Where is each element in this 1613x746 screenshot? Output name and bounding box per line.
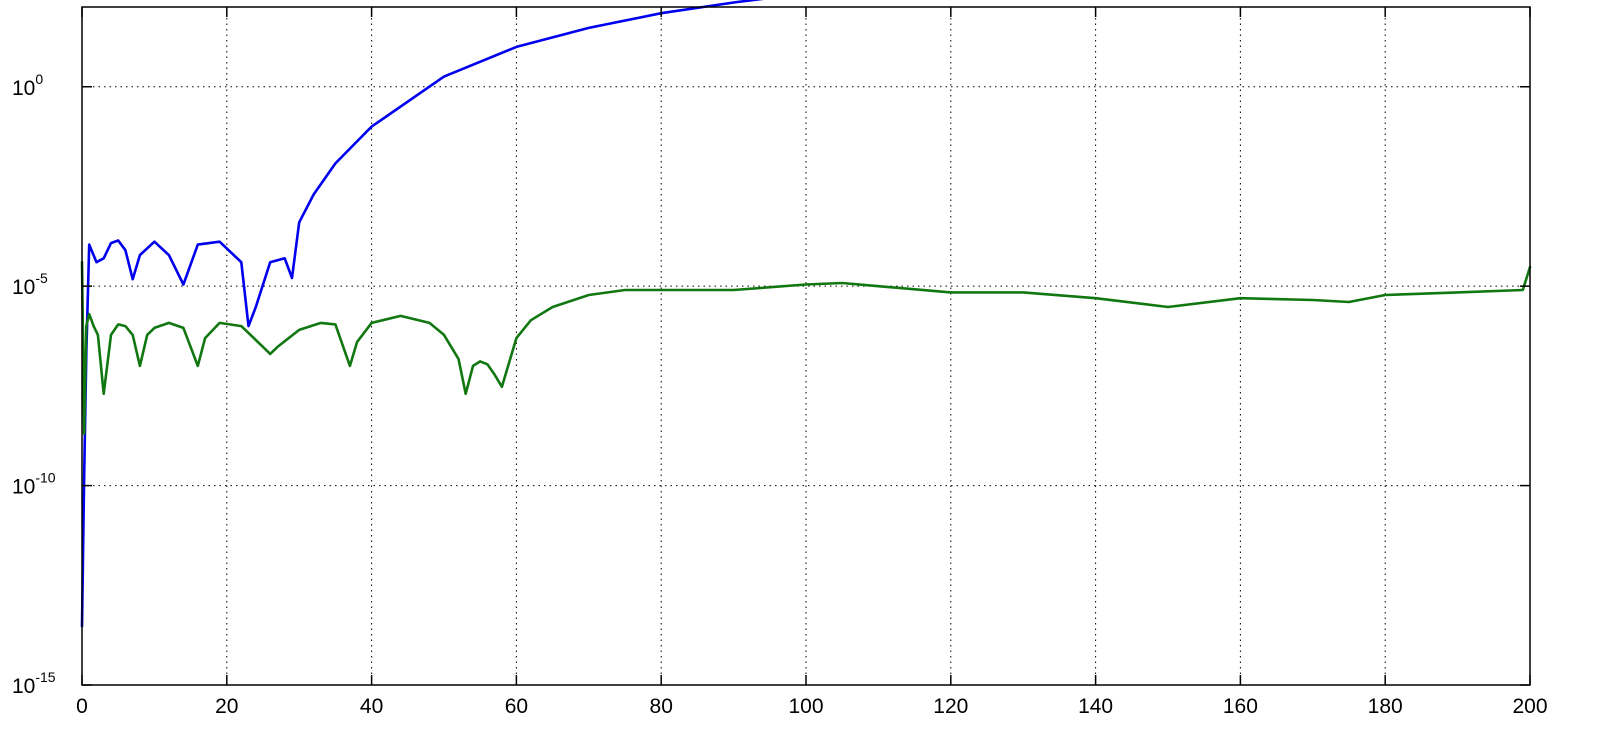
y-axis-tick-labels: 10-15 10-10 10-5 100 [12, 71, 56, 698]
x-tick-label: 160 [1223, 695, 1258, 718]
x-tick-label: 140 [1078, 695, 1113, 718]
y-tick-label: 10-5 [12, 270, 48, 299]
x-tick-label: 60 [505, 695, 528, 718]
x-tick-label: 120 [933, 695, 968, 718]
tick-marks [81, 7, 1531, 686]
x-tick-label: 0 [76, 695, 88, 718]
x-tick-label: 100 [788, 695, 823, 718]
x-tick-label: 20 [215, 695, 238, 718]
plot-area [82, 7, 1530, 685]
y-tick-label: 100 [12, 71, 43, 100]
series-lines [80, 0, 1532, 628]
x-tick-label: 80 [650, 695, 673, 718]
x-tick-label: 180 [1368, 695, 1403, 718]
series-line-1 [80, 0, 764, 628]
x-axis-tick-labels: 0 20 40 60 80 100 120 140 160 180 200 [76, 695, 1547, 718]
y-tick-label: 10-15 [12, 669, 56, 698]
y-tick-label: 10-10 [12, 470, 56, 499]
x-tick-label: 40 [360, 695, 383, 718]
series-line-2 [80, 260, 1532, 436]
x-tick-label: 200 [1512, 695, 1547, 718]
